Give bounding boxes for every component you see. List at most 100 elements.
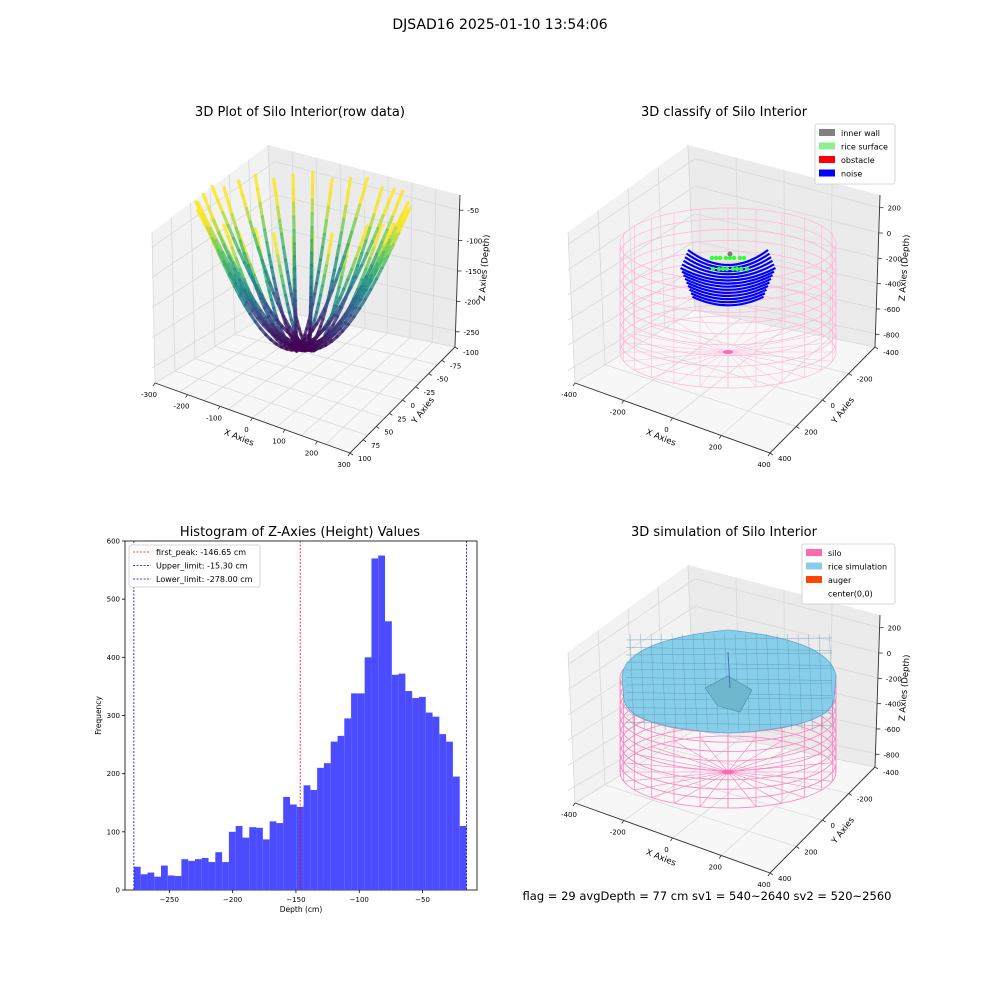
p4-y-tick-label: 200 — [804, 849, 817, 857]
p2-x-tick — [621, 400, 625, 404]
p1-data-arc — [243, 288, 252, 302]
p1-data-arc — [338, 255, 346, 271]
p4-silo-spoke — [699, 771, 729, 807]
p4-x-label: X Axies — [644, 848, 677, 869]
p2-wall-point — [727, 251, 733, 257]
p4-legend-label: center(0,0) — [828, 590, 873, 599]
p1-data-arc — [380, 228, 389, 244]
p1-data-arc — [236, 179, 245, 197]
p2-legend-swatch — [819, 142, 835, 150]
p4-silo-spoke — [727, 740, 783, 773]
p3-x-tick-label: −200 — [223, 896, 242, 904]
p4-silo-spoke — [727, 771, 822, 791]
p1-data-arc — [330, 268, 337, 283]
p1-data-arc — [238, 294, 247, 307]
p1-data-arc — [222, 260, 232, 275]
p2-y-tick-label: 400 — [778, 455, 791, 463]
p4-rice-mesh — [671, 633, 677, 731]
p1-data-arc — [244, 300, 254, 313]
panel-classify-3d: 3D classify of Silo Interior -400 -200 0 200… — [561, 105, 912, 469]
p1-data-arc — [242, 281, 252, 295]
p2-y-tick-label: -200 — [857, 376, 873, 384]
p1-data-arc — [243, 303, 252, 316]
p2-rice-point — [734, 266, 740, 272]
p3-bar — [235, 826, 243, 890]
p1-y-tick-label: -75 — [450, 362, 461, 370]
p1-data-arc — [269, 265, 276, 280]
p3-bar — [432, 716, 440, 890]
p1-data-arc — [320, 274, 327, 288]
p1-x-tick-label: 100 — [272, 438, 285, 446]
p3-bar — [222, 862, 229, 890]
p4-rice-mesh — [629, 633, 635, 731]
p3-bar — [201, 858, 209, 890]
p1-data-arc — [369, 262, 379, 277]
p1-data-arc — [272, 291, 280, 305]
p3-x-tick-label: −50 — [415, 896, 430, 904]
p1-data-arc — [322, 219, 329, 236]
p1-data-arc — [256, 246, 264, 262]
p2-legend-label: rice surface — [841, 143, 888, 152]
p1-data-arc — [394, 220, 404, 237]
p1-data-arc — [365, 267, 375, 282]
p4-rice-mesh — [703, 633, 708, 731]
p4-silo-spoke — [623, 762, 729, 773]
p1-data-arc — [307, 341, 316, 346]
p3-bar — [181, 859, 189, 890]
p1-data-arc — [232, 284, 242, 298]
p1-data-arc — [200, 212, 209, 229]
p2-silo-spoke — [727, 351, 783, 384]
p4-rice-mesh — [625, 722, 833, 726]
p1-data-arc — [394, 213, 404, 230]
p1-grid-floor-y — [276, 332, 388, 428]
p4-silo-spoke — [727, 737, 757, 773]
p1-data-arc — [295, 347, 305, 352]
p1-data-arc — [205, 225, 215, 241]
p1-data-arc — [222, 243, 231, 259]
p1-data-arc — [352, 306, 362, 319]
p1-data-arc — [350, 217, 358, 234]
p1-y-tick — [454, 346, 459, 350]
p4-grid-floor-y — [672, 748, 786, 839]
p1-grid-x — [151, 231, 156, 384]
p1-data-arc — [372, 234, 380, 250]
p1-grid-floor-y — [252, 328, 366, 419]
p1-data-arc — [376, 186, 384, 203]
p1-data-arc — [233, 273, 243, 288]
p1-data-arc — [238, 278, 247, 292]
p1-data-arc — [381, 238, 392, 254]
p1-y-tick-label: 25 — [397, 415, 406, 423]
p1-data-arc — [234, 256, 242, 271]
p4-y-label: Y Axies — [829, 815, 857, 847]
p1-data-arc — [227, 262, 237, 277]
p4-legend-swatch — [806, 576, 822, 583]
p2-grid-z-right — [694, 268, 881, 310]
p1-z-tick-label: -150 — [466, 268, 482, 276]
p1-data-arc — [359, 288, 368, 301]
p1-floor-pane — [155, 310, 455, 453]
p1-data-arc — [358, 235, 366, 250]
p2-noise-arc — [681, 263, 775, 279]
p1-data-arc — [326, 191, 332, 209]
p1-data-arc — [380, 254, 390, 270]
p2-silo-spoke — [634, 333, 729, 353]
p1-data-arc — [334, 267, 342, 282]
p1-data-arc — [369, 268, 379, 282]
p1-data-arc — [287, 281, 293, 296]
p1-z-tick-label: -200 — [465, 298, 481, 306]
p1-data-arc — [343, 285, 353, 300]
figure-suptitle: DJSAD16 2025-01-10 13:54:06 — [392, 17, 608, 33]
p1-data-arc — [277, 264, 284, 278]
p2-rice-point — [741, 255, 747, 261]
p4-x-tick-label: 0 — [664, 846, 668, 854]
p3-bar — [283, 796, 290, 890]
p4-legend — [801, 543, 896, 605]
p1-y-tick-label: 0 — [411, 402, 415, 410]
p1-data-arc — [307, 346, 315, 352]
p4-rice-mesh — [692, 633, 698, 731]
p1-x-tick — [250, 417, 253, 422]
p1-data-arc — [230, 213, 238, 230]
p4-silo-spoke — [623, 771, 729, 782]
p1-data-arc — [326, 288, 334, 302]
p1-data-arc — [311, 292, 317, 306]
